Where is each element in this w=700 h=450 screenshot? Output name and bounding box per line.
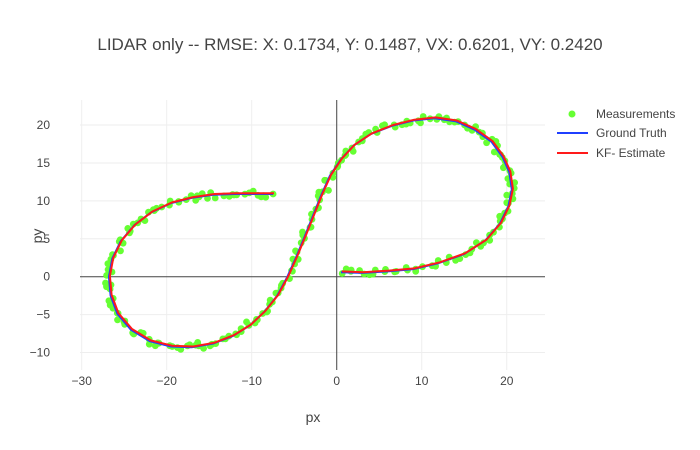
x-tick-labels: −30 −20 −10 0 10 20 <box>72 374 514 388</box>
measurement-point <box>496 212 504 220</box>
legend-label-kf-estimate: KF- Estimate <box>596 146 666 160</box>
measurement-point <box>102 279 109 287</box>
zero-lines <box>80 100 545 370</box>
measurement-point <box>114 316 121 324</box>
x-tick-label: −20 <box>157 374 178 388</box>
measurement-point <box>490 148 498 156</box>
legend-item-measurements[interactable]: Measurements <box>568 107 676 121</box>
legend-label-measurements: Measurements <box>596 107 675 121</box>
legend-item-kf-estimate[interactable]: KF- Estimate <box>557 146 666 160</box>
y-tick-label: 10 <box>37 194 51 208</box>
series-lines <box>107 116 514 349</box>
x-tick-label: −10 <box>242 374 263 388</box>
measurements-markers <box>102 113 518 353</box>
y-tick-labels: −10 −5 0 5 10 15 20 <box>30 118 51 360</box>
measurement-point <box>500 164 507 172</box>
legend-label-ground-truth: Ground Truth <box>596 126 667 140</box>
kf-estimate-line <box>108 116 514 348</box>
y-tick-label: −5 <box>36 308 50 322</box>
measurement-point <box>503 191 511 199</box>
grid-lines <box>80 100 545 370</box>
x-tick-label: −30 <box>72 374 93 388</box>
measurement-point <box>349 148 357 155</box>
chart-title: LIDAR only -- RMSE: X: 0.1734, Y: 0.1487… <box>97 35 602 54</box>
measurement-point <box>262 193 270 201</box>
measurement-point <box>325 187 332 194</box>
x-tick-label: 20 <box>500 374 514 388</box>
x-tick-label: 0 <box>333 374 340 388</box>
y-tick-label: 15 <box>37 156 51 170</box>
legend-item-ground-truth[interactable]: Ground Truth <box>557 126 667 140</box>
y-tick-label: −10 <box>30 346 51 360</box>
y-tick-label: 5 <box>43 232 50 246</box>
y-axis-title: py <box>29 229 45 244</box>
legend[interactable]: Measurements Ground Truth KF- Estimate <box>557 107 675 160</box>
y-tick-label: 0 <box>43 270 50 284</box>
x-tick-label: 10 <box>415 374 429 388</box>
x-axis-title: px <box>306 409 321 425</box>
measurement-point <box>211 194 219 202</box>
y-tick-label: 20 <box>37 118 51 132</box>
ground-truth-line <box>107 117 513 349</box>
measurement-point <box>117 247 124 255</box>
measurement-point <box>483 139 490 147</box>
legend-marker-measurements <box>568 110 576 118</box>
